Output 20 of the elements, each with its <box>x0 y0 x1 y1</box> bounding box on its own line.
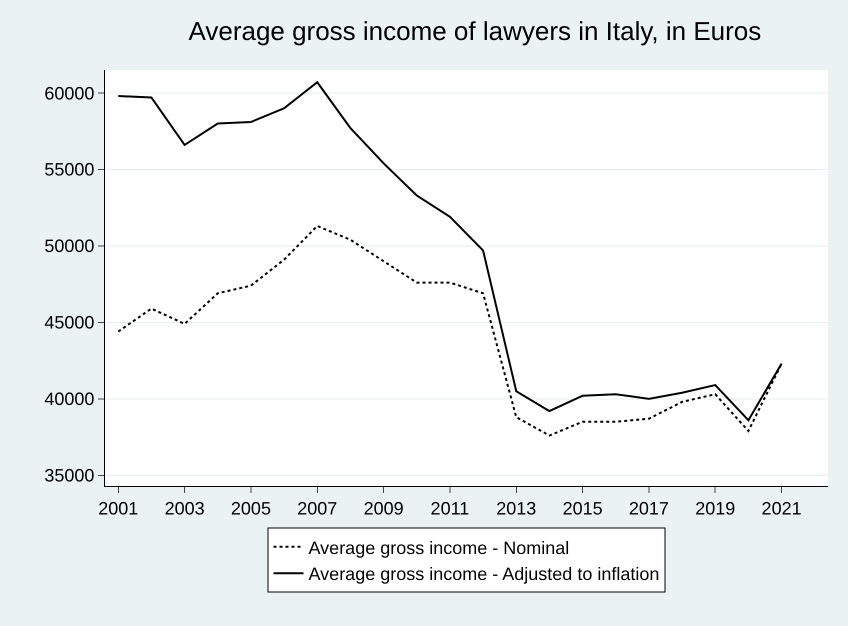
x-tick-label: 2001 <box>98 498 138 519</box>
y-tick-label: 40000 <box>44 389 94 410</box>
y-tick-label: 60000 <box>44 83 94 104</box>
x-tick-label: 2011 <box>430 498 470 519</box>
y-tick-label: 35000 <box>44 466 94 486</box>
legend-label: Average gross income - Nominal <box>308 538 570 558</box>
legend-label: Average gross income - Adjusted to inflation <box>308 564 660 584</box>
x-tick-label: 2007 <box>297 498 338 519</box>
x-tick-label: 2015 <box>562 498 603 519</box>
y-tick-label: 55000 <box>44 160 94 180</box>
y-tick-label: 45000 <box>44 312 94 333</box>
x-tick-label: 2017 <box>628 498 669 519</box>
chart-title: Average gross income of lawyers in Italy, in Euros <box>188 16 762 46</box>
x-tick-label: 2013 <box>496 498 536 519</box>
x-tick-label: 2021 <box>762 498 802 519</box>
x-tick-label: 2005 <box>230 498 271 519</box>
x-tick-label: 2003 <box>164 498 205 519</box>
y-tick-label: 50000 <box>44 236 94 256</box>
x-tick-label: 2009 <box>364 498 404 519</box>
x-tick-label: 2019 <box>695 498 736 519</box>
